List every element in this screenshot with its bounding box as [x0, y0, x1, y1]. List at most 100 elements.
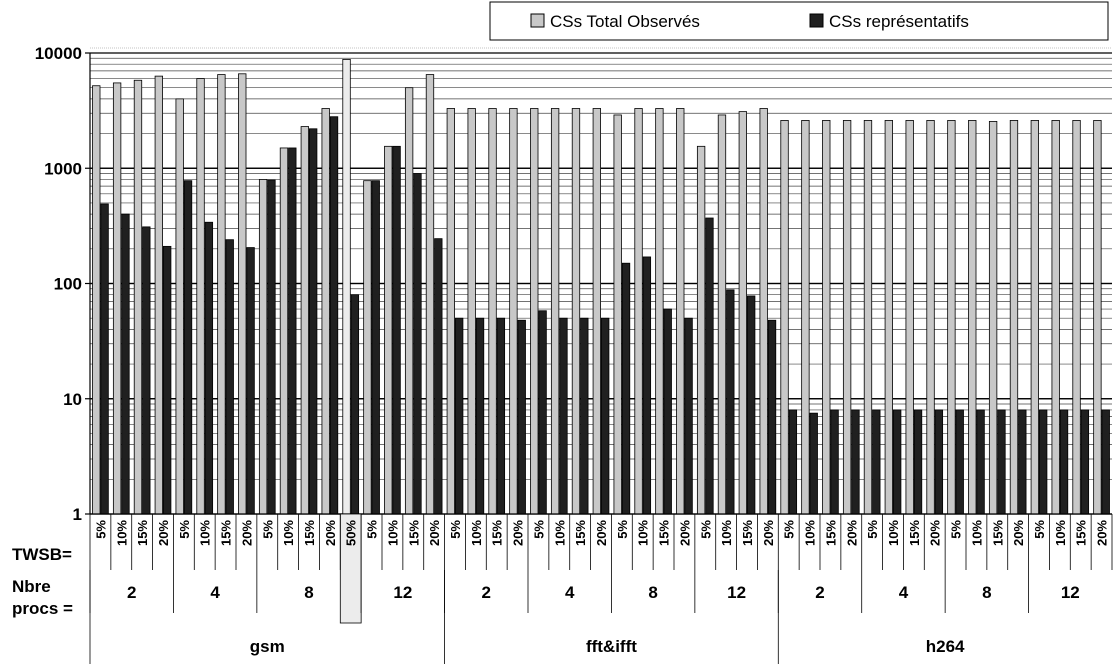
twsb-label: 5%: [698, 520, 713, 539]
bar-total: [425, 74, 435, 515]
bar-representatifs: [809, 412, 818, 515]
bar-representatifs: [538, 310, 547, 515]
twsb-label: 5%: [865, 520, 880, 539]
twsb-label: 20%: [594, 520, 609, 546]
twsb-label: 20%: [323, 520, 338, 546]
bar-total: [968, 120, 977, 515]
twsb-label: 15%: [657, 520, 672, 546]
twsb-label: 20%: [928, 520, 943, 546]
twsb-label: 5%: [365, 520, 380, 539]
twsb-label: 10%: [886, 520, 901, 546]
bars: [92, 58, 1110, 515]
bar-total: [988, 120, 998, 515]
bar-total: [822, 120, 831, 515]
bar-representatifs: [684, 317, 693, 515]
bar-representatifs: [976, 409, 985, 515]
twsb-label: 20%: [1095, 520, 1110, 546]
bar-representatifs: [913, 409, 923, 515]
bar-total: [258, 179, 268, 515]
bar-representatifs: [267, 179, 276, 515]
bar-representatifs: [100, 203, 109, 515]
twsb-label: 15%: [302, 520, 317, 546]
twsb-label: 15%: [990, 520, 1005, 546]
bar-total: [92, 85, 101, 515]
procs-label: 2: [127, 583, 136, 602]
procs-label: 2: [482, 583, 491, 602]
bar-total: [592, 108, 601, 515]
procs-label: 12: [727, 583, 746, 602]
twsb-label: 15%: [1074, 520, 1089, 546]
bar-representatifs: [601, 317, 610, 515]
twsb-label: 20%: [239, 520, 254, 546]
bar-representatifs: [663, 308, 672, 515]
bar-representatifs: [1059, 409, 1069, 515]
bar-representatifs: [726, 289, 735, 515]
twsb-label: 15%: [135, 520, 150, 546]
twsb-label: 10%: [469, 520, 484, 546]
twsb-label: 10%: [969, 520, 984, 546]
procs-label: 8: [648, 583, 657, 602]
bar-representatifs: [246, 247, 255, 515]
twsb-label: 15%: [490, 520, 505, 546]
bar-representatifs: [747, 295, 756, 515]
procs-label: 2: [815, 583, 824, 602]
group-label: gsm: [250, 637, 285, 656]
twsb-label: 10%: [636, 520, 651, 546]
bar-representatifs: [455, 317, 464, 515]
bar-representatifs: [329, 116, 339, 515]
bar-representatifs: [163, 245, 172, 515]
bar-total: [863, 120, 873, 515]
bar-representatifs: [1080, 409, 1090, 515]
bar-representatifs: [496, 317, 506, 515]
bar-total: [655, 108, 664, 515]
procs-label: 8: [304, 583, 313, 602]
legend-box: [489, 1, 1109, 41]
bar-total: [884, 120, 893, 515]
bar-total: [196, 78, 205, 515]
bar-total: [550, 108, 560, 515]
bar-total: [738, 111, 747, 515]
twsb-label: 20%: [511, 520, 526, 546]
y-tick-label: 10000: [35, 44, 82, 63]
bar-representatifs: [955, 409, 964, 515]
bar-representatifs: [830, 409, 839, 515]
twsb-label: 10%: [552, 520, 567, 546]
twsb-label: 5%: [260, 520, 275, 539]
procs-label: 12: [393, 583, 412, 602]
bar-total: [133, 79, 143, 515]
twsb-label: 10%: [198, 520, 213, 546]
bar-total: [676, 108, 685, 515]
legend-label-total: CSs Total Observés: [550, 12, 700, 31]
bar-representatifs: [1101, 409, 1110, 515]
bar-representatifs: [225, 239, 234, 515]
bar-total: [926, 120, 935, 515]
bar-representatifs: [642, 256, 652, 515]
bar-representatifs: [392, 145, 401, 515]
group-label: fft&ifft: [586, 637, 637, 656]
twsb-label: 5%: [615, 520, 630, 539]
bar-total: [384, 145, 393, 515]
twsb-label: 15%: [740, 520, 755, 546]
bar-total: [613, 114, 622, 515]
bar-representatifs: [934, 409, 944, 515]
bar-total: [363, 180, 372, 515]
bar-total: [342, 58, 351, 515]
twsb-label: 15%: [907, 520, 922, 546]
category-table: 5% 10% 15% 20% 5% 10% 15% 20% 5% 10% 15% 20% 50% 5% 10…: [89, 513, 1113, 664]
bar-representatifs: [872, 409, 881, 515]
bar-total: [488, 108, 497, 515]
procs-label: 4: [899, 583, 909, 602]
twsb-label: 10%: [281, 520, 296, 546]
bar-total: [321, 108, 330, 515]
bar-representatifs: [851, 409, 860, 515]
bar-total: [404, 87, 414, 515]
bar-total: [279, 147, 289, 515]
y-axis: 1 10 100 1000 10000: [35, 44, 91, 524]
bar-total: [467, 108, 476, 515]
bar-total: [759, 108, 768, 515]
bar-representatifs: [413, 173, 422, 515]
y-tick-label: 10: [63, 390, 82, 409]
bar-representatifs: [788, 409, 798, 515]
bar-total: [947, 120, 956, 515]
